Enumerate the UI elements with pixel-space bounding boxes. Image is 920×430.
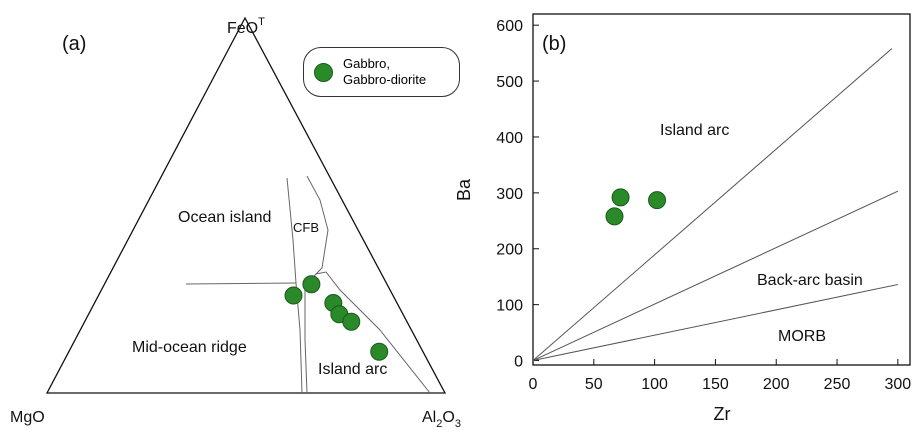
apex-label: Al2O3 — [422, 409, 461, 430]
plot-frame — [532, 13, 911, 366]
y-tick-label: 400 — [496, 130, 523, 147]
x-tick-label: 0 — [529, 376, 538, 393]
x-tick-label: 300 — [884, 376, 911, 393]
y-tick-label: 500 — [496, 74, 523, 91]
x-axis-label: Zr — [714, 404, 731, 424]
field-label: Back-arc basin — [757, 272, 863, 289]
ternary-frame — [45, 16, 447, 394]
y-tick-label: 300 — [496, 186, 523, 203]
field-boundary — [304, 175, 329, 394]
field-label: Island arc — [660, 122, 729, 139]
apex-label-sup: T — [258, 16, 265, 28]
y-tick-label: 100 — [496, 298, 523, 315]
x-tick-label: 150 — [702, 376, 729, 393]
x-tick-label: 50 — [585, 376, 603, 393]
field-boundary — [185, 282, 297, 285]
field-label: CFB — [293, 220, 319, 235]
apex-label-text: MgO — [10, 409, 45, 426]
apex-label-text: FeO — [227, 20, 258, 37]
data-point — [605, 207, 624, 226]
legend-marker — [314, 62, 333, 82]
field-boundary-line — [532, 190, 899, 361]
field-boundary — [315, 271, 431, 394]
data-point — [302, 275, 321, 294]
apex-label-sub: 3 — [455, 418, 461, 430]
apex-label: MgO — [10, 409, 45, 426]
field-boundary — [286, 177, 303, 394]
x-tick-label: 100 — [641, 376, 668, 393]
y-tick-label: 600 — [496, 18, 523, 35]
x-tick-label: 200 — [763, 376, 790, 393]
panel-label: (a) — [62, 33, 86, 55]
y-tick-label: 0 — [514, 354, 523, 371]
y-axis-label: Ba — [454, 178, 474, 201]
field-boundary-line — [532, 284, 898, 362]
legend-label: Gabbro, Gabbro-diorite — [343, 56, 427, 87]
y-tick-label: 200 — [496, 242, 523, 259]
apex-label-sub: 2 — [436, 418, 442, 430]
data-point — [648, 191, 667, 210]
field-label: Island arc — [318, 361, 387, 378]
data-point — [284, 286, 303, 305]
field-label: Mid-ocean ridge — [132, 339, 247, 356]
field-boundary-line — [532, 48, 893, 361]
panel-label: (b) — [542, 33, 566, 55]
field-label: MORB — [778, 328, 826, 345]
apex-label: FeOT — [227, 16, 265, 37]
x-tick-label: 250 — [824, 376, 851, 393]
apex-label-text: Al — [422, 409, 436, 426]
apex-label-text: O — [442, 409, 454, 426]
legend: Gabbro, Gabbro-diorite — [303, 47, 460, 97]
field-label: Ocean island — [178, 209, 271, 226]
data-point — [611, 188, 630, 207]
data-point — [342, 312, 361, 331]
data-point — [370, 342, 389, 361]
